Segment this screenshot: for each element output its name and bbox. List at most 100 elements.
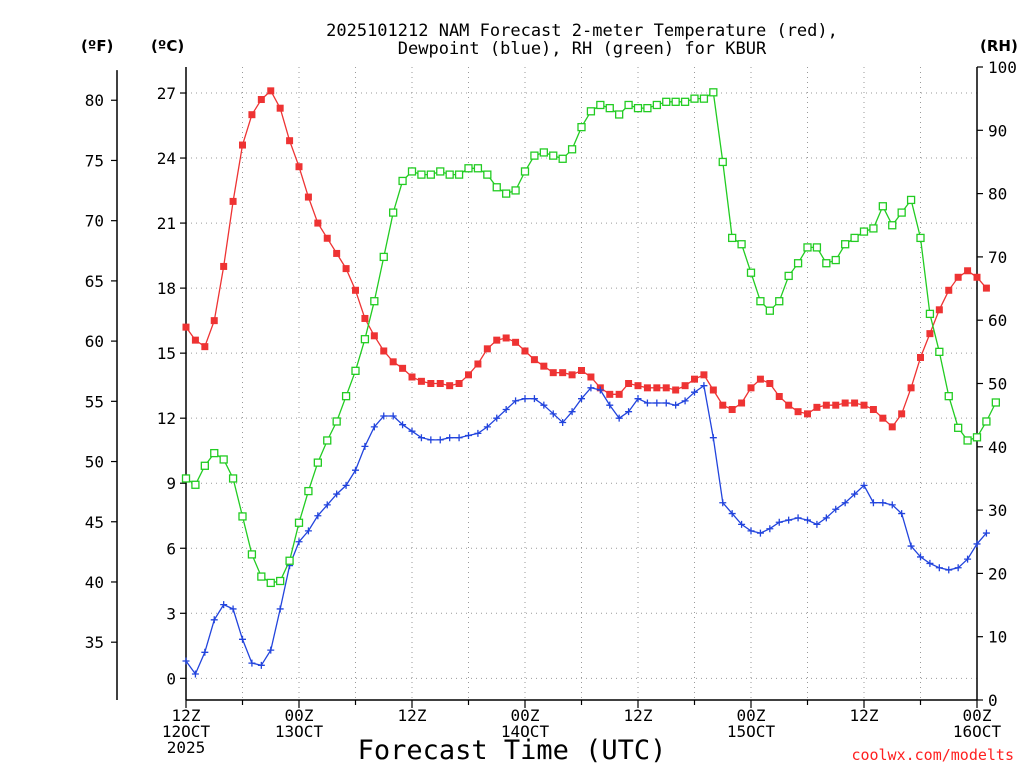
rh-point — [341, 392, 351, 401]
temperature-point — [361, 314, 369, 322]
dewpoint-point — [653, 399, 661, 407]
rh-point — [850, 233, 859, 243]
dewpoint-point — [229, 605, 237, 613]
dewpoint-point — [596, 386, 604, 394]
rh-unit-label: (RH) — [980, 37, 1018, 55]
dewpoint-point — [738, 520, 746, 528]
temperature-point — [606, 390, 614, 398]
rh-point — [426, 170, 435, 179]
dewpoint-point — [210, 616, 218, 624]
dewpoint-point — [728, 510, 736, 518]
dewpoint-point — [333, 490, 341, 498]
rh-point — [775, 297, 784, 306]
temperature-point — [512, 338, 520, 346]
temperature-point — [389, 358, 397, 366]
rh-tick-label: 20 — [988, 564, 1007, 583]
rh-point — [360, 335, 370, 344]
fahrenheit-tick-label: 75 — [85, 151, 104, 170]
rh-point — [577, 122, 586, 132]
dewpoint-point — [549, 410, 557, 418]
celsius-tick-label: 21 — [157, 214, 176, 233]
rh-point — [765, 306, 774, 315]
dewpoint-point — [314, 512, 322, 520]
dewpoint-point — [766, 525, 774, 533]
fahrenheit-tick-label: 50 — [85, 453, 104, 472]
rh-point — [718, 157, 727, 167]
temperature-point — [766, 380, 774, 387]
rh-point — [436, 167, 445, 176]
rh-tick-label: 70 — [988, 248, 1007, 267]
time-tick-label: 13OCT — [275, 722, 324, 741]
dewpoint-point — [747, 527, 755, 535]
temperature-point — [286, 137, 294, 145]
temperature-point — [615, 390, 623, 398]
dewpoint-point — [474, 429, 482, 437]
temperature-point — [935, 306, 943, 314]
rh-point — [567, 145, 577, 154]
temperature-point — [691, 375, 698, 383]
temperature-point — [643, 384, 651, 392]
rh-point — [181, 474, 191, 483]
rh-point — [822, 259, 831, 268]
temperature-point — [417, 377, 425, 385]
rh-point — [935, 347, 944, 357]
temperature-point — [304, 193, 312, 201]
rh-point — [304, 486, 313, 496]
rh-point — [558, 154, 567, 163]
rh-point — [266, 578, 275, 588]
rh-point — [247, 550, 257, 559]
x-axis-label: Forecast Time (UTC) — [358, 735, 667, 766]
rh-point — [313, 458, 322, 467]
dewpoint-point — [267, 646, 275, 654]
time-tick-label: 2025 — [167, 738, 206, 757]
dewpoint-point — [917, 553, 924, 561]
rh-point — [728, 233, 737, 243]
rh-point — [351, 366, 360, 375]
rh-point — [473, 164, 483, 173]
dewpoint-point — [813, 520, 821, 528]
temperature-point — [813, 403, 821, 411]
gridlines — [186, 67, 977, 700]
rh-point — [982, 417, 991, 426]
rh-point — [972, 433, 982, 442]
dewpoint-point — [389, 412, 397, 420]
temperature-point — [879, 414, 887, 422]
temperature-point — [295, 163, 303, 171]
temperature-point — [672, 386, 680, 394]
rh-point — [793, 259, 803, 268]
dewpoint-point — [681, 397, 689, 405]
temperature-point — [794, 408, 802, 416]
temperature-point — [756, 375, 764, 383]
temperature-point — [954, 273, 962, 281]
rh-series — [181, 88, 1000, 588]
fahrenheit-tick-label: 60 — [85, 332, 104, 351]
rh-point — [615, 110, 624, 119]
time-tick-label: 00Z — [963, 706, 992, 725]
temperature-point — [323, 234, 331, 242]
dewpoint-point — [879, 499, 887, 507]
dewpoint-point — [935, 564, 943, 572]
chart-title-line-1: 2025101212 NAM Forecast 2-meter Temperat… — [326, 21, 838, 41]
time-tick-label: 15OCT — [727, 722, 776, 741]
rh-point — [586, 107, 596, 116]
time-tick-label: 16OCT — [953, 722, 1002, 741]
rh-point — [803, 243, 812, 252]
dewpoint-point — [399, 421, 407, 429]
dewpoint-point — [662, 399, 670, 407]
dewpoint-point — [239, 635, 246, 643]
temperature-point — [917, 353, 924, 361]
dewpoint-point — [719, 499, 727, 507]
dewpoint-point — [521, 395, 529, 403]
rh-point — [756, 297, 765, 306]
dewpoint-point — [436, 436, 444, 444]
temperature-point — [926, 330, 934, 338]
fahrenheit-tick-label: 35 — [85, 633, 104, 652]
dewpoint-point — [822, 514, 830, 522]
rh-point — [200, 461, 209, 470]
rh-point — [784, 271, 793, 281]
time-tick-label: 14OCT — [501, 722, 550, 741]
fahrenheit-unit-label: (ºF) — [81, 37, 113, 55]
rh-point — [812, 243, 822, 252]
dewpoint-point — [785, 516, 793, 524]
rh-point — [652, 100, 661, 110]
